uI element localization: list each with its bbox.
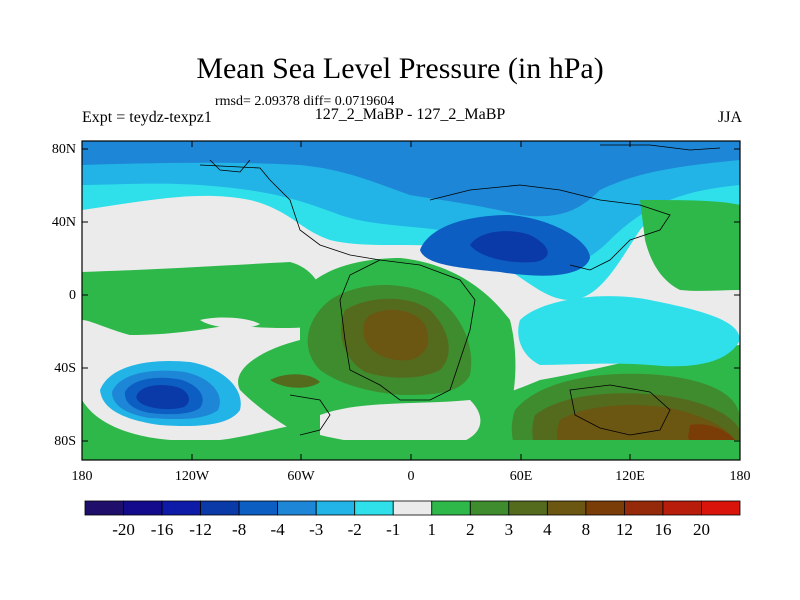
- colorbar-swatch: [431, 500, 471, 516]
- colorbar-swatch: [238, 500, 279, 516]
- colorbar-label: -8: [232, 520, 246, 539]
- colorbar-swatch: [277, 500, 317, 516]
- colorbar-label: 4: [543, 520, 552, 539]
- colorbar-swatch: [701, 500, 741, 516]
- north-low-core: [470, 231, 548, 263]
- south-gray-patch: [320, 400, 481, 447]
- lat-tick-label: 80N: [52, 142, 76, 157]
- lat-tick-label: 80S: [54, 434, 76, 449]
- colorbar-swatch: [84, 500, 124, 516]
- colorbar-label: 16: [654, 520, 671, 539]
- stats-label: rmsd= 2.09378 diff= 0.0719604: [215, 94, 395, 109]
- colorbar-label: -1: [386, 520, 400, 539]
- lon-tick-label: 0: [408, 469, 415, 484]
- pressure-field: [82, 141, 740, 460]
- colorbar-swatch: [546, 500, 587, 516]
- colorbar-swatch: [662, 500, 702, 516]
- colorbar: -20 -16 -12 -8 -4 -3 -2 -1 1 2 3 4 8 12 16 20: [84, 500, 741, 539]
- colorbar-swatch: [123, 500, 163, 516]
- lat-tick-label: 0: [69, 288, 76, 303]
- colorbar-label: -12: [189, 520, 212, 539]
- colorbar-swatch: [200, 500, 240, 516]
- lon-tick-label: 60E: [510, 469, 533, 484]
- colorbar-label: 1: [428, 520, 437, 539]
- colorbar-label: -2: [348, 520, 362, 539]
- trop-green-left: [82, 262, 324, 335]
- colorbar-label: -20: [112, 520, 135, 539]
- lon-tick-label: 180: [72, 469, 93, 484]
- lon-tick-label: 120E: [615, 469, 645, 484]
- colorbar-label: 8: [582, 520, 591, 539]
- coastlines: [199, 144, 721, 436]
- colorbar-swatch: [161, 500, 201, 516]
- north-low-band-3: [82, 141, 740, 217]
- colorbar-swatch: [508, 500, 548, 516]
- lon-tick-label: 180: [730, 469, 751, 484]
- colorbar-label: -16: [151, 520, 174, 539]
- colorbar-label: 12: [616, 520, 633, 539]
- colorbar-label: -4: [271, 520, 286, 539]
- lon-tick-label: 60W: [287, 469, 315, 484]
- colorbar-label: 2: [466, 520, 475, 539]
- colorbar-label: -3: [309, 520, 323, 539]
- chart-title: Mean Sea Level Pressure (in hPa): [196, 52, 604, 85]
- colorbar-swatch: [315, 500, 356, 516]
- gray-left-patch: [200, 317, 260, 329]
- indian-cyan: [518, 296, 740, 367]
- colorbar-swatch: [392, 500, 433, 516]
- period-label: 127_2_MaBP - 127_2_MaBP: [314, 106, 506, 123]
- colorbar-label: 3: [505, 520, 514, 539]
- pacific-low-core: [136, 385, 189, 410]
- samerica-high: [270, 374, 320, 388]
- africa-high-core: [363, 309, 429, 361]
- colorbar-swatch: [469, 500, 510, 516]
- colorbar-swatch: [624, 500, 664, 516]
- antarctic-band: [82, 440, 740, 460]
- lon-tick-label: 120W: [175, 469, 210, 484]
- colorbar-swatch: [585, 500, 625, 516]
- colorbar-label: 20: [693, 520, 710, 539]
- season-label: JJA: [717, 109, 742, 126]
- lat-tick-label: 40N: [52, 215, 76, 230]
- lat-tick-label: 40S: [54, 361, 76, 376]
- colorbar-swatch: [354, 500, 394, 516]
- lon-axis: 180 120W 60W 0 60E 120E 180: [72, 141, 751, 484]
- experiment-label: Expt = teydz-texpz1: [82, 109, 212, 126]
- lat-axis: 80N 40N 0 40S 80S: [52, 142, 740, 449]
